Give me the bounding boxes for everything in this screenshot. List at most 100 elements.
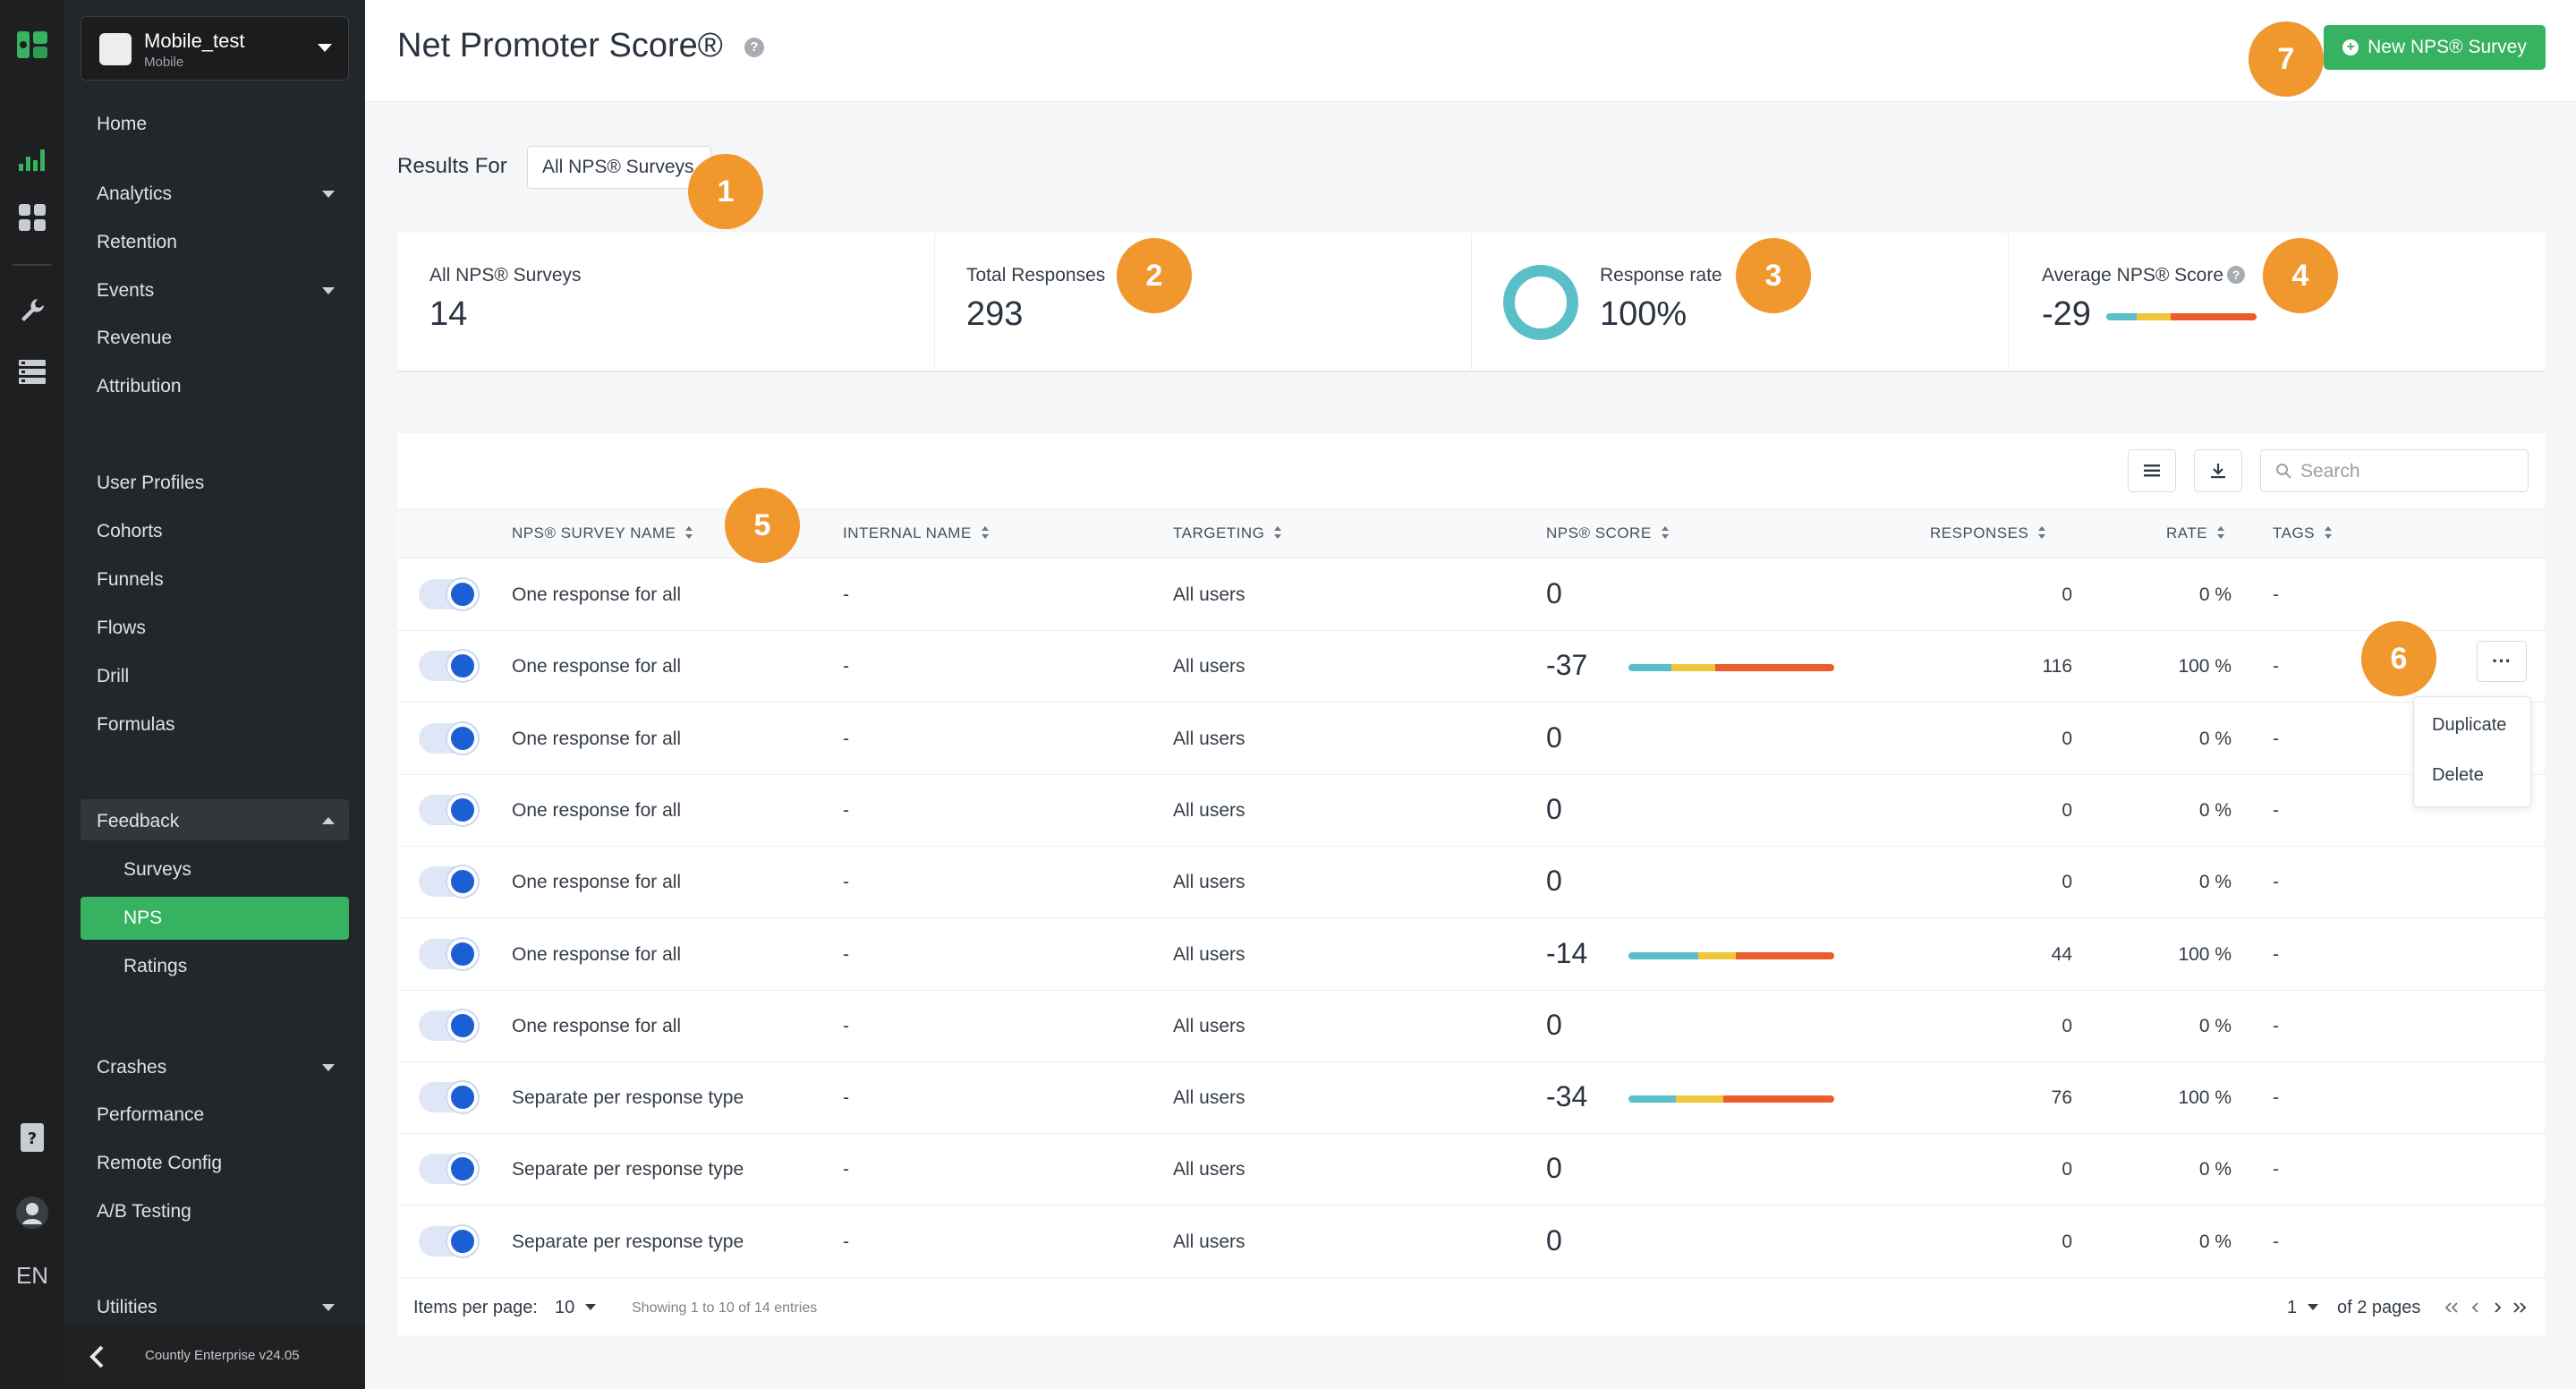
sidebar-item-ratings[interactable]: Ratings [123, 956, 188, 976]
survey-name[interactable]: Separate per response type [512, 1159, 744, 1180]
page-select[interactable]: 1 [2287, 1298, 2319, 1318]
sidebar-item-user-profiles[interactable]: User Profiles [97, 473, 205, 493]
management-icon[interactable] [14, 354, 50, 389]
column-rate[interactable]: RATE [2166, 524, 2225, 542]
prev-page-icon[interactable] [2471, 1301, 2480, 1314]
column-responses[interactable]: RESPONSES [1930, 524, 2046, 542]
column-tags[interactable]: TAGS [2273, 524, 2333, 542]
chevron-down-icon[interactable] [322, 287, 335, 294]
survey-name[interactable]: Separate per response type [512, 1087, 744, 1109]
sidebar-item-revenue[interactable]: Revenue [97, 328, 173, 348]
chevron-down-icon[interactable] [322, 1304, 335, 1311]
app-selector[interactable]: Mobile_test Mobile [81, 16, 349, 81]
chevron-up-icon[interactable] [322, 817, 335, 824]
survey-name[interactable]: One response for all [512, 584, 682, 605]
survey-enabled-toggle[interactable] [419, 651, 478, 682]
table-row[interactable]: One response for all - All users 0 0 0 % - [397, 775, 2545, 847]
dashboards-icon[interactable] [14, 200, 50, 235]
survey-name[interactable]: One response for all [512, 728, 682, 749]
last-page-icon[interactable] [2512, 1301, 2527, 1314]
analytics-icon[interactable] [14, 141, 50, 177]
survey-enabled-toggle[interactable] [419, 1082, 478, 1113]
table-row[interactable]: One response for all - All users -37 116 100 … [397, 631, 2545, 703]
survey-enabled-toggle[interactable] [419, 579, 478, 609]
sidebar-item-feedback[interactable]: Feedback [97, 811, 180, 831]
new-nps-survey-button[interactable]: + New NPS® Survey [2324, 25, 2546, 70]
responses: 0 [2062, 1231, 2072, 1252]
sidebar-item-retention[interactable]: Retention [97, 232, 177, 252]
sidebar-item-remote-config[interactable]: Remote Config [97, 1153, 223, 1173]
table-row[interactable]: One response for all - All users 0 0 0 % - [397, 847, 2545, 919]
language-selector[interactable]: EN [15, 1262, 49, 1289]
user-avatar[interactable] [14, 1195, 50, 1231]
help-icon[interactable]: ? [744, 38, 764, 57]
sidebar-item-funnels[interactable]: Funnels [97, 569, 164, 590]
survey-name[interactable]: One response for all [512, 1015, 682, 1036]
columns-button[interactable] [2128, 449, 2176, 492]
survey-enabled-toggle[interactable] [419, 1154, 478, 1185]
survey-name[interactable]: One response for all [512, 799, 682, 821]
icon-rail: ? EN [0, 0, 64, 1389]
sidebar-item-cohorts[interactable]: Cohorts [97, 521, 163, 541]
table-row[interactable]: One response for all - All users -14 44 100 %… [397, 919, 2545, 991]
nps-distribution-bar [1628, 951, 1834, 959]
delete-menu-item[interactable]: Delete [2432, 765, 2484, 785]
survey-name[interactable]: One response for all [512, 943, 682, 965]
column-targeting[interactable]: TARGETING [1173, 524, 1282, 542]
survey-enabled-toggle[interactable] [419, 722, 478, 754]
toggle-knob [447, 1225, 478, 1257]
sidebar-item-crashes[interactable]: Crashes [97, 1057, 167, 1078]
table-row[interactable]: One response for all - All users 0 0 0 % - [397, 991, 2545, 1062]
wrench-icon[interactable] [14, 293, 50, 328]
sidebar-item-attribution[interactable]: Attribution [97, 376, 182, 396]
sidebar-item-performance[interactable]: Performance [97, 1104, 205, 1125]
chevron-down-icon[interactable] [322, 191, 335, 198]
sidebar-item-surveys[interactable]: Surveys [123, 859, 191, 880]
survey-name[interactable]: Separate per response type [512, 1231, 744, 1252]
sidebar-section-feedback[interactable] [81, 799, 349, 840]
sidebar-item-nps-active[interactable] [81, 897, 349, 940]
table-row[interactable]: Separate per response type - All users -34 7… [397, 1062, 2545, 1135]
sidebar-item-events[interactable]: Events [97, 280, 155, 301]
sidebar-item-utilities[interactable]: Utilities [97, 1297, 157, 1317]
documentation-icon[interactable]: ? [14, 1120, 50, 1155]
items-per-page-select[interactable]: 10 [555, 1298, 597, 1318]
search-input[interactable] [2300, 457, 2515, 486]
sidebar-item-ab-testing[interactable]: A/B Testing [97, 1201, 191, 1222]
survey-enabled-toggle[interactable] [419, 1010, 478, 1041]
survey-name[interactable]: One response for all [512, 872, 682, 893]
sidebar-item-drill[interactable]: Drill [97, 666, 130, 686]
row-more-button[interactable]: ··· [2477, 641, 2527, 682]
column-nps-score[interactable]: NPS® SCORE [1546, 524, 1670, 542]
column-survey-name[interactable]: NPS® SURVEY NAME [512, 524, 693, 542]
column-internal-name[interactable]: INTERNAL NAME [843, 524, 990, 542]
survey-enabled-toggle[interactable] [419, 1225, 478, 1257]
sidebar-item-home[interactable]: Home [97, 114, 148, 134]
sidebar-item-analytics[interactable]: Analytics [97, 183, 173, 204]
sidebar-item-flows[interactable]: Flows [97, 618, 146, 638]
survey-filter-select[interactable]: All NPS® Surveys [527, 146, 711, 189]
search-box[interactable] [2260, 449, 2529, 492]
targeting: All users [1173, 1159, 1245, 1180]
search-icon [2276, 464, 2291, 479]
survey-name[interactable]: One response for all [512, 656, 682, 677]
table-row[interactable]: One response for all - All users 0 0 0 % - [397, 559, 2545, 631]
table-row[interactable]: Separate per response type - All users 0 0 0 … [397, 1134, 2545, 1206]
responses: 0 [2062, 1159, 2072, 1180]
survey-enabled-toggle[interactable] [419, 794, 478, 825]
chevron-down-icon[interactable] [322, 1064, 335, 1071]
nps-score: 0 [1546, 792, 1562, 825]
collapse-sidebar-button[interactable] [64, 1325, 129, 1389]
duplicate-menu-item[interactable]: Duplicate [2432, 715, 2507, 735]
first-page-icon[interactable] [2444, 1301, 2459, 1314]
help-icon[interactable]: ? [2227, 266, 2246, 284]
sidebar-item-nps[interactable]: NPS [123, 908, 163, 928]
survey-enabled-toggle[interactable] [419, 866, 478, 898]
countly-logo-icon[interactable] [14, 27, 50, 63]
table-row[interactable]: Separate per response type - All users 0 0 0 … [397, 1206, 2545, 1278]
table-row[interactable]: One response for all - All users 0 0 0 % - [397, 703, 2545, 775]
survey-enabled-toggle[interactable] [419, 938, 478, 969]
export-button[interactable] [2194, 449, 2242, 492]
next-page-icon[interactable] [2493, 1301, 2502, 1314]
sidebar-item-formulas[interactable]: Formulas [97, 714, 175, 735]
